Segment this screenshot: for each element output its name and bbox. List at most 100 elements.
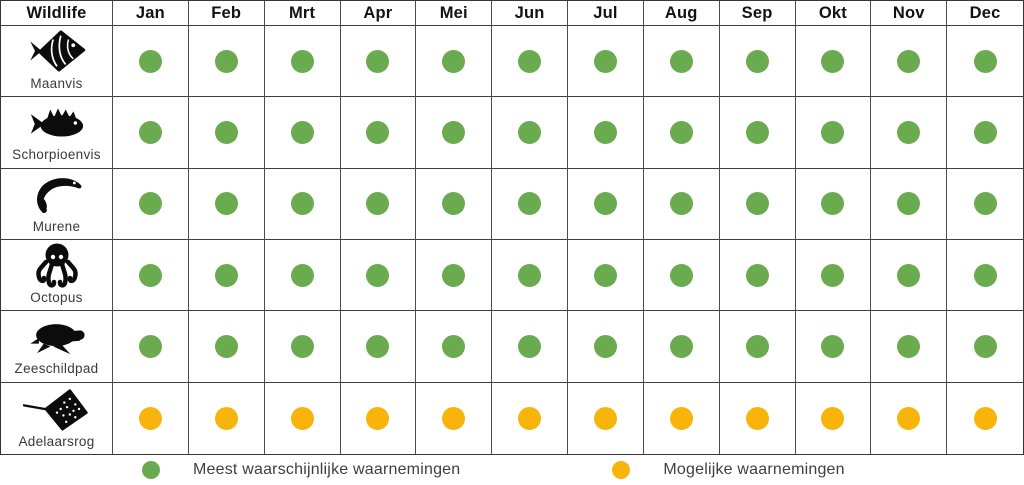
observation-dot — [138, 263, 162, 287]
month-header-dec: Dec — [947, 1, 1023, 26]
observation-dot — [290, 334, 314, 358]
cell-murene-nov — [871, 168, 948, 240]
angelfish-icon — [28, 26, 86, 77]
observation-dot — [593, 263, 617, 287]
observation-dot — [366, 263, 390, 287]
observation-dot — [821, 192, 845, 216]
animal-cell-adelaarsrog: Adelaarsrog — [1, 382, 113, 454]
observation-dot — [821, 120, 845, 144]
cell-maanvis-mrt — [264, 26, 341, 98]
cell-octopus-nov — [871, 240, 948, 312]
cell-maanvis-mei — [416, 26, 493, 98]
observation-dot — [518, 192, 542, 216]
cell-schorpioenvis-okt — [795, 97, 872, 169]
observation-dot — [669, 192, 693, 216]
cell-murene-sep — [719, 168, 796, 240]
observation-dot — [290, 406, 314, 430]
cell-murene-okt — [795, 168, 872, 240]
observation-dot — [821, 334, 845, 358]
cell-schorpioenvis-feb — [188, 97, 265, 169]
animal-label-zeeschildpad: Zeeschildpad — [14, 361, 99, 377]
cell-zeeschildpad-dec — [947, 311, 1023, 383]
month-header-nov: Nov — [871, 1, 948, 26]
observation-dot — [366, 192, 390, 216]
observation-dot — [897, 263, 921, 287]
cell-adelaarsrog-jun — [492, 382, 568, 454]
observation-dot — [745, 334, 769, 358]
observation-dot — [442, 49, 466, 73]
observation-dot — [897, 334, 921, 358]
cell-murene-mei — [416, 168, 493, 240]
observation-dot — [593, 334, 617, 358]
cell-octopus-okt — [795, 240, 872, 312]
observation-dot — [518, 120, 542, 144]
cell-maanvis-sep — [719, 26, 796, 98]
month-header-okt: Okt — [795, 1, 872, 26]
observation-dot — [593, 120, 617, 144]
observation-dot — [897, 192, 921, 216]
observation-dot — [518, 49, 542, 73]
cell-murene-jan — [113, 168, 189, 240]
cell-adelaarsrog-okt — [795, 382, 872, 454]
observation-dot — [821, 406, 845, 430]
month-header-mei: Mei — [416, 1, 493, 26]
observation-dot — [214, 406, 238, 430]
observation-dot — [897, 49, 921, 73]
wildlife-table: Wildlife Jan Feb Mrt Apr Mei Jun Jul Aug Sep Okt No… — [0, 0, 1024, 455]
cell-schorpioenvis-jun — [492, 97, 568, 169]
observation-dot — [821, 49, 845, 73]
wildlife-header: Wildlife — [1, 1, 113, 26]
cell-adelaarsrog-sep — [719, 382, 796, 454]
eagle-ray-icon — [20, 383, 94, 435]
observation-dot — [214, 49, 238, 73]
cell-murene-jun — [492, 168, 568, 240]
cell-murene-jul — [568, 168, 644, 240]
observation-dot — [973, 406, 997, 430]
observation-dot — [745, 263, 769, 287]
observation-dot — [138, 120, 162, 144]
observation-dot — [214, 263, 238, 287]
observation-dot — [290, 120, 314, 144]
observation-dot — [138, 406, 162, 430]
observation-dot — [138, 49, 162, 73]
observation-dot — [518, 406, 542, 430]
cell-octopus-apr — [340, 240, 417, 312]
observation-dot — [593, 406, 617, 430]
observation-dot — [290, 192, 314, 216]
cell-schorpioenvis-jan — [113, 97, 189, 169]
cell-maanvis-jun — [492, 26, 568, 98]
animal-label-schorpioenvis: Schorpioenvis — [12, 147, 101, 163]
cell-octopus-mei — [416, 240, 493, 312]
observation-dot — [973, 192, 997, 216]
observation-dot — [973, 120, 997, 144]
cell-maanvis-jul — [568, 26, 644, 98]
cell-octopus-feb — [188, 240, 265, 312]
cell-maanvis-dec — [947, 26, 1023, 98]
cell-adelaarsrog-dec — [947, 382, 1023, 454]
animal-cell-zeeschildpad: Zeeschildpad — [1, 311, 113, 383]
observation-dot — [745, 49, 769, 73]
animal-cell-maanvis: Maanvis — [1, 26, 113, 98]
month-header-apr: Apr — [340, 1, 417, 26]
observation-dot — [973, 334, 997, 358]
animal-label-adelaarsrog: Adelaarsrog — [18, 433, 95, 449]
cell-schorpioenvis-mei — [416, 97, 493, 169]
cell-maanvis-nov — [871, 26, 948, 98]
scorpionfish-icon — [28, 97, 86, 148]
observation-dot — [214, 192, 238, 216]
legend-item-most-likely: Meest waarschijnlijke waarnemingen — [142, 461, 460, 479]
observation-dot — [897, 120, 921, 144]
cell-zeeschildpad-apr — [340, 311, 417, 383]
cell-zeeschildpad-jul — [568, 311, 644, 383]
observation-dot — [745, 120, 769, 144]
month-header-jun: Jun — [492, 1, 568, 26]
cell-octopus-jul — [568, 240, 644, 312]
observation-dot — [669, 406, 693, 430]
month-header-feb: Feb — [188, 1, 265, 26]
animal-label-maanvis: Maanvis — [30, 75, 83, 91]
observation-dot — [214, 334, 238, 358]
cell-murene-feb — [188, 168, 265, 240]
cell-adelaarsrog-aug — [643, 382, 720, 454]
cell-schorpioenvis-apr — [340, 97, 417, 169]
